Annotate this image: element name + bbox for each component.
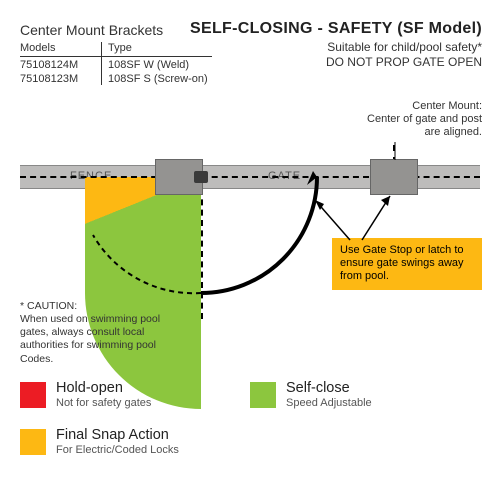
brackets-cell-model: 75108124M xyxy=(20,57,102,71)
center-mount-note: Center Mount: Center of gate and post ar… xyxy=(362,100,482,140)
center-mount-title: Center Mount: xyxy=(362,100,482,113)
center-mount-body: Center of gate and post are aligned. xyxy=(362,113,482,139)
swatch-yellow xyxy=(20,429,46,455)
subtitle-1: Suitable for child/pool safety* xyxy=(190,40,482,54)
legend-final-snap: Final Snap Action For Electric/Coded Loc… xyxy=(20,427,250,456)
brackets-cell-model: 75108123M xyxy=(20,71,102,85)
legend-sub: Speed Adjustable xyxy=(286,397,372,409)
subtitle-2: DO NOT PROP GATE OPEN xyxy=(190,55,482,69)
swatch-red xyxy=(20,382,46,408)
legend-title: Final Snap Action xyxy=(56,427,179,443)
hinge-pin xyxy=(194,171,208,183)
brackets-table: Center Mount Brackets Models Type 751081… xyxy=(20,22,212,85)
swatch-green xyxy=(250,382,276,408)
caution-text: * CAUTION: When used on swimming pool ga… xyxy=(20,300,170,366)
gate-stop-callout: Use Gate Stop or latch to ensure gate sw… xyxy=(332,238,482,290)
legend-title: Self-close xyxy=(286,380,372,396)
callout-text: Use Gate Stop or latch to ensure gate sw… xyxy=(340,244,464,282)
legend-hold-open: Hold-open Not for safety gates xyxy=(20,380,250,409)
legend-title: Hold-open xyxy=(56,380,151,396)
legend: Hold-open Not for safety gates Self-clos… xyxy=(20,380,480,456)
latch-bracket-right xyxy=(370,159,418,195)
brackets-grid: Models Type 75108124M 108SF W (Weld) 751… xyxy=(20,42,212,85)
title-block: SELF-CLOSING - SAFETY (SF Model) Suitabl… xyxy=(190,20,482,69)
brackets-cell-type: 108SF S (Screw-on) xyxy=(102,71,212,85)
brackets-title: Center Mount Brackets xyxy=(20,22,212,38)
legend-self-close: Self-close Speed Adjustable xyxy=(250,380,480,409)
legend-sub: Not for safety gates xyxy=(56,397,151,409)
page: Center Mount Brackets Models Type 751081… xyxy=(0,0,500,500)
legend-sub: For Electric/Coded Locks xyxy=(56,444,179,456)
brackets-header-models: Models xyxy=(20,42,102,57)
main-title: SELF-CLOSING - SAFETY (SF Model) xyxy=(190,20,482,38)
